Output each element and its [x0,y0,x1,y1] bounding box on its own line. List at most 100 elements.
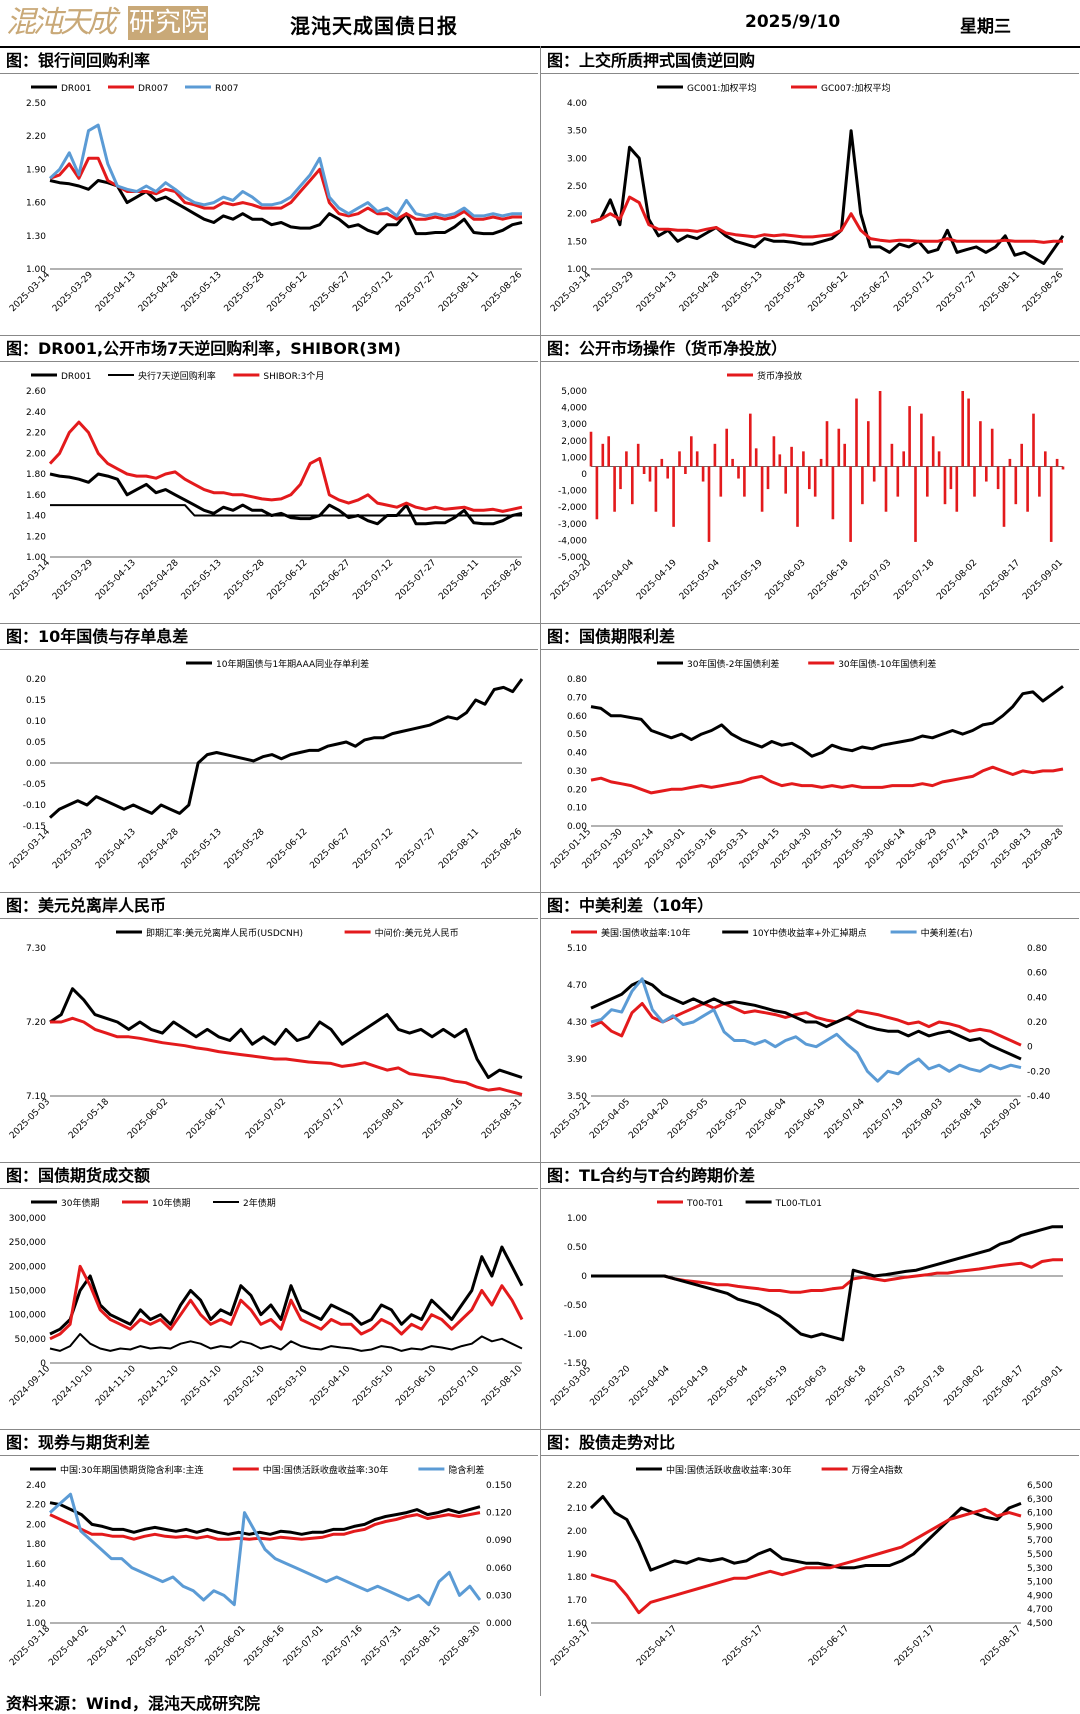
bar [979,421,982,467]
x-tick-label: 2025-05-28 [223,827,267,871]
bar [896,466,900,497]
legend-item: TL00-TL01 [745,1199,822,1209]
y2-tick-label: 4,700 [1027,1605,1053,1615]
chart-title: 图：银行间回购利率 [0,48,538,74]
y-tick-label: 0.60 [567,712,587,722]
x-tick-label: 2025-05-10 [351,1364,395,1408]
chart-svg: 即期汇率:美元兑离岸人民币(USDCNH) 中间价:美元兑人民币 7.30 7.20 7… [8,927,524,1141]
chart-svg: 中国:国债活跃收盘收益率:30年 万得全A指数 2.20 2.10 2.00 1.90 1.… [549,1464,1053,1668]
series-line [49,1333,523,1352]
legend-label: 2年债期 [243,1197,276,1209]
x-tick-label: 2025-08-17 [978,558,1022,602]
logo-text: 混沌天成 [6,5,117,40]
y-tick-label: 2.00 [567,1527,587,1537]
x-tick-label: 2025-07-02 [244,1097,288,1141]
y-tick-label: 2.00 [26,1520,46,1530]
source-note: 资料来源：Wind，混沌天成研究院 [6,1694,260,1713]
y-tick-label: 0.10 [26,717,46,727]
x-tick-label: 2025-03-14 [8,270,52,314]
legend-item: 货币净投放 [727,370,802,382]
y-tick-label: -3,000 [558,520,587,530]
legend-label: 30年国债-10年国债利差 [838,658,936,670]
bar [813,466,817,497]
bar [831,466,835,520]
chart-panel-c1: 图：银行间回购利率 DR001 DR007 R007 2.50 2.20 1.90 1.60 1… [0,48,540,334]
x-tick-label: 2025-06-27 [308,270,352,314]
legend-label: 中间价:美元兑人民币 [375,927,459,939]
bar [790,446,793,467]
y-tick-label: 1.80 [567,1573,587,1583]
x-tick-label: 2025-06-03 [764,558,808,602]
bar [648,466,652,482]
bar [1020,443,1024,467]
chart-title: 图：公开市场操作（货币净投放） [541,336,1079,362]
x-tick-label: 2025-04-13 [94,827,138,871]
chart-panel-c4: 图：公开市场操作（货币净投放） 货币净投放 5,000 4,000 3,000 2,000… [541,336,1080,622]
bar [1049,466,1053,542]
bar [1026,466,1029,512]
series-line [49,1511,481,1541]
y-tick-label: 4.70 [567,981,587,991]
y-tick-label: 3.50 [567,1092,587,1102]
y-tick-label: 0.30 [567,767,587,777]
x-tick-label: 2025-05-02 [125,1624,169,1668]
x-tick-label: 2025-08-11 [437,270,481,314]
bar [937,451,941,467]
x-tick-label: 2025-07-27 [394,827,438,871]
x-tick-label: 2025-04-13 [94,558,138,602]
y-tick-label: 1.00 [567,265,587,275]
x-tick-label: 2025-05-04 [678,558,722,602]
x-tick-label: 2025-08-03 [901,1097,945,1141]
y-tick-label: 1.00 [26,1619,46,1629]
x-tick-label: 2025-03-29 [51,827,95,871]
x-tick-label: 2025-05-28 [223,270,267,314]
x-tick-label: 2025-06-12 [266,827,310,871]
series-line [590,978,1022,1061]
x-tick-label: 2025-05-18 [67,1097,111,1141]
x-tick-label: 2025-04-04 [628,1364,672,1408]
y-tick-label: 2.50 [26,99,46,109]
legend-item: 美国:国债收益率:10年 [571,927,691,939]
y-tick-label: 1.60 [567,1619,587,1629]
bar [984,466,988,482]
x-tick-label: 2025-04-04 [592,558,636,602]
series-line [48,678,524,819]
x-tick-label: 2025-08-26 [480,270,524,314]
bar [990,428,994,467]
x-tick-label: 2025-07-03 [864,1364,908,1408]
x-tick-label: 2025-06-18 [824,1364,868,1408]
bar [707,466,711,542]
bar [695,451,699,467]
bar [725,428,729,467]
column-divider [540,46,541,1696]
y-tick-label: 1.80 [26,1540,46,1550]
x-tick-label: 2025-07-12 [892,270,936,314]
x-tick-label: 2025-04-20 [627,1097,671,1141]
y-tick-label: -4,000 [558,536,587,546]
chart-title: 图：现券与期货利差 [0,1430,538,1456]
logo: 混沌天成 研究院 [6,4,208,42]
y-tick-label: 2.20 [567,1481,587,1491]
bar [684,466,687,474]
series-line [590,1002,1022,1047]
y-tick-label: 0 [581,1272,587,1282]
bar [731,458,734,467]
chart-panel-c2: 图：上交所质押式国债逆回购 GC001:加权平均 GC007:加权平均 4.00 3.5… [541,48,1080,334]
x-tick-label: 2025-06-27 [308,827,352,871]
x-tick-label: 2025-03-21 [549,1097,593,1141]
bar [589,431,593,467]
series-line [49,1264,524,1341]
x-tick-label: 2025-06-18 [807,558,851,602]
chart-title: 图：中美利差（10年） [541,893,1079,919]
report-header: 混沌天成 研究院 混沌天成国债日报 2025/9/10 星期三 [0,0,1080,48]
series-line [48,123,522,218]
x-tick-label: 2025-04-05 [588,1097,632,1141]
legend-item: 10年期国债与1年期AAA同业存单利差 [186,658,369,670]
x-tick-label: 2025-03-20 [588,1364,632,1408]
bar [625,451,628,467]
x-tick-label: 2025-05-13 [180,270,224,314]
y-tick-label: -1.00 [564,1330,588,1340]
x-tick-label: 2025-09-01 [1021,558,1065,602]
y-tick-label: 2.50 [567,182,587,192]
bar [1008,458,1012,467]
